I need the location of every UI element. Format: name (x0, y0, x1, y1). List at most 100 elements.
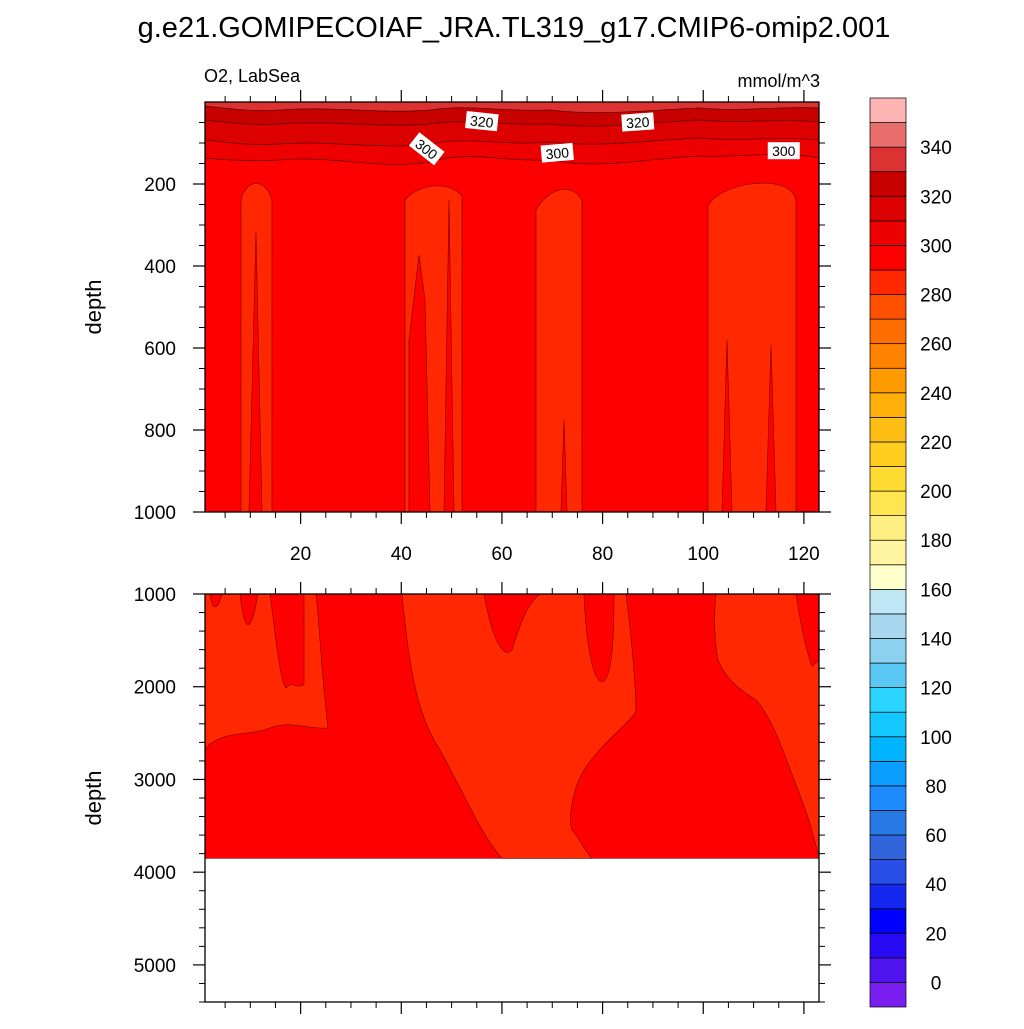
colorbar-swatch (869, 736, 907, 762)
lower-plume-280 (714, 593, 820, 859)
colorbar-tick-label: 220 (920, 433, 952, 454)
colorbar-tick-label: 320 (920, 187, 952, 208)
colorbar-tick-label: 100 (920, 728, 952, 749)
upper-x-tick-label: 120 (788, 544, 820, 565)
units-label: mmol/m^3 (738, 71, 820, 91)
colorbar-swatch (869, 883, 907, 910)
colorbar-swatch (869, 392, 907, 418)
colorbar-swatch (869, 662, 907, 688)
colorbar: 0 20 40 60 80 100 120 140 160 180 200 220 240 260 280 3… (869, 97, 952, 1008)
colorbar-swatch (869, 122, 907, 148)
lower-y-tick-label: 4000 (134, 863, 176, 884)
colorbar-swatch (869, 146, 907, 173)
colorbar-swatch (869, 294, 907, 320)
upper-y-tick-label: 400 (144, 257, 176, 278)
colorbar-swatch (869, 908, 907, 934)
colorbar-swatch (869, 564, 907, 590)
lower-axes: 1000 2000 3000 4000 5000 (134, 582, 831, 1014)
colorbar-swatch (869, 466, 907, 492)
colorbar-tick-label: 280 (920, 286, 952, 307)
colorbar-tick-label: 300 (920, 236, 952, 257)
contour-label-text: 320 (469, 113, 494, 131)
colorbar-swatch (869, 269, 907, 295)
colorbar-swatch (869, 638, 907, 664)
upper-plume-280 (535, 189, 583, 513)
colorbar-tick-label: 160 (920, 580, 952, 601)
colorbar-swatch (869, 490, 907, 516)
upper-x-tick-label: 60 (491, 544, 512, 565)
colorbar-swatch (869, 982, 907, 1008)
colorbar-tick-label: 40 (925, 875, 946, 896)
upper-y-axis-label: depth (81, 279, 106, 334)
colorbar-tick-label: 120 (920, 679, 952, 700)
contour-label-text: 300 (772, 143, 796, 159)
colorbar-swatch (869, 932, 907, 959)
contour-label: 320 (621, 112, 655, 132)
colorbar-swatch (869, 515, 907, 541)
colorbar-swatch (869, 318, 907, 345)
lower-panel: 1000 2000 3000 4000 5000 (134, 582, 831, 1014)
colorbar-swatch (869, 441, 907, 467)
colorbar-tick-label: 20 (925, 924, 946, 945)
colorbar-tick-label: 0 (931, 973, 942, 994)
colorbar-swatch (869, 589, 907, 615)
lower-y-tick-label: 2000 (134, 678, 176, 699)
colorbar-swatch (869, 245, 907, 271)
colorbar-swatch (869, 195, 907, 222)
contour-label-text: 300 (545, 144, 570, 162)
upper-x-tick-label: 80 (592, 544, 613, 565)
colorbar-swatch (869, 834, 907, 860)
lower-contour-fills (204, 593, 820, 859)
colorbar-tick-label: 200 (920, 482, 952, 503)
colorbar-tick-label: 180 (920, 531, 952, 552)
contour-label-box (540, 142, 574, 163)
colorbar-swatch (869, 97, 907, 123)
upper-plume-280 (707, 182, 797, 513)
contour-label: 300 (767, 142, 800, 160)
colorbar-swatch (869, 343, 907, 369)
upper-x-tick-label: 100 (687, 544, 719, 565)
colorbar-tick-label: 60 (925, 826, 946, 847)
colorbar-swatch (869, 367, 907, 394)
lower-plume-280 (401, 593, 637, 859)
colorbar-swatch (869, 760, 907, 787)
colorbar-tick-label: 140 (920, 629, 952, 650)
upper-axes: 200 400 600 800 1000 20 40 60 80 100 120 (134, 90, 831, 565)
upper-contour-fills (204, 101, 820, 513)
contour-label: 300 (540, 142, 574, 163)
upper-x-tick-label: 20 (290, 544, 311, 565)
colorbar-swatch (869, 220, 907, 246)
contour-label: 320 (465, 111, 499, 132)
upper-y-tick-label: 1000 (134, 503, 176, 524)
colorbar-swatch (869, 810, 907, 836)
colorbar-swatch (869, 539, 907, 566)
upper-y-tick-label: 600 (144, 339, 176, 360)
chart-title: g.e21.GOMIPECOIAF_JRA.TL319_g17.CMIP6-om… (138, 12, 891, 44)
colorbar-swatch (869, 957, 907, 983)
contour-label-box (408, 132, 445, 166)
colorbar-tick-label: 240 (920, 384, 952, 405)
variable-label: O2, LabSea (204, 66, 301, 86)
lower-plume-280 (204, 593, 329, 751)
colorbar-swatch (869, 785, 907, 811)
contour-label-box (767, 142, 800, 160)
contour-label-box (465, 111, 499, 132)
contour-label-box (621, 112, 655, 132)
upper-y-tick-label: 200 (144, 175, 176, 196)
colorbar-swatch (869, 417, 907, 443)
colorbar-swatch (869, 613, 907, 639)
lower-y-tick-label: 5000 (134, 956, 176, 977)
colorbar-swatch (869, 171, 907, 197)
lower-y-tick-label: 3000 (134, 770, 176, 791)
colorbar-swatch (869, 859, 907, 885)
upper-x-tick-label: 40 (391, 544, 412, 565)
colorbar-tick-label: 260 (920, 335, 952, 356)
colorbar-swatch (869, 687, 907, 713)
lower-y-tick-label: 1000 (134, 585, 176, 606)
contour-label-text: 320 (626, 114, 651, 132)
upper-band-340 (204, 101, 820, 113)
